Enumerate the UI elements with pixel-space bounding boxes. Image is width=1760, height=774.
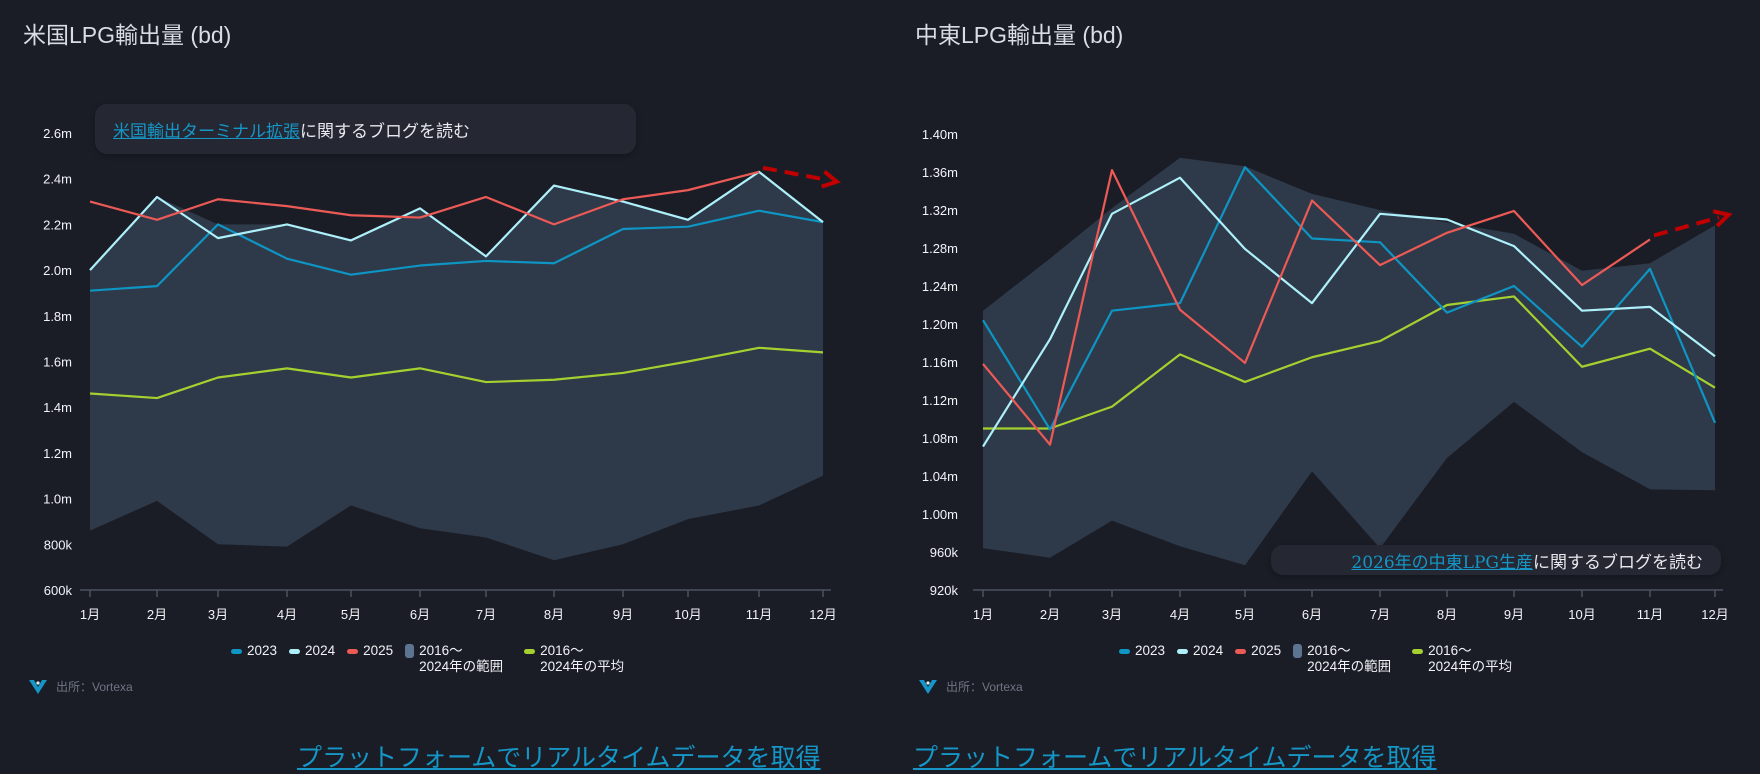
y-tick-label: 1.8m bbox=[43, 309, 72, 324]
blog-callout-text: に関するブログを読む bbox=[1533, 548, 1703, 573]
x-tick-label: 1月 bbox=[80, 607, 100, 622]
legend-swatch bbox=[347, 649, 358, 654]
x-tick-label: 10月 bbox=[674, 607, 701, 622]
legend-item-range[interactable]: 2016～2024年の範囲 bbox=[1293, 643, 1400, 675]
legend-swatch bbox=[231, 649, 242, 654]
x-tick-label: 6月 bbox=[1302, 607, 1322, 622]
vortexa-logo-icon bbox=[28, 679, 48, 695]
legend-swatch bbox=[524, 649, 535, 654]
y-tick-label: 960k bbox=[930, 545, 959, 560]
y-tick-label: 1.2m bbox=[43, 446, 72, 461]
x-tick-label: 6月 bbox=[410, 607, 430, 622]
y-tick-label: 1.40m bbox=[922, 127, 958, 142]
legend-item-2025[interactable]: 2025 bbox=[347, 643, 393, 675]
y-tick-label: 600k bbox=[44, 583, 73, 598]
trend-arrow-line bbox=[763, 168, 827, 180]
y-tick-label: 920k bbox=[930, 583, 959, 598]
blog-link[interactable]: 米国輸出ターミナル拡張 bbox=[113, 117, 300, 142]
y-tick-label: 1.32m bbox=[922, 203, 958, 218]
y-tick-label: 2.4m bbox=[43, 172, 72, 187]
x-tick-label: 4月 bbox=[277, 607, 297, 622]
legend-swatch bbox=[1119, 649, 1130, 654]
blog-link[interactable]: 2026年の中東LPG生産 bbox=[1351, 548, 1533, 573]
x-tick-label: 8月 bbox=[1437, 607, 1457, 622]
legend-item-average[interactable]: 2016～2024年の平均 bbox=[1412, 643, 1512, 675]
x-tick-label: 8月 bbox=[544, 607, 564, 622]
source-credit: 出所：Vortexa bbox=[918, 678, 1023, 695]
y-tick-label: 1.6m bbox=[43, 355, 72, 370]
y-tick-label: 1.16m bbox=[922, 355, 958, 370]
realtime-data-link[interactable]: プラットフォームでリアルタイムデータを取得 bbox=[297, 738, 821, 774]
x-tick-label: 12月 bbox=[809, 607, 836, 622]
x-tick-label: 11月 bbox=[746, 607, 773, 622]
legend-swatch bbox=[289, 649, 300, 654]
vortexa-logo-icon bbox=[918, 679, 938, 695]
x-tick-label: 2月 bbox=[147, 607, 167, 622]
x-tick-label: 11月 bbox=[1637, 607, 1664, 622]
x-tick-label: 7月 bbox=[476, 607, 496, 622]
x-tick-label: 1月 bbox=[973, 607, 993, 622]
legend-item-average[interactable]: 2016～2024年の平均 bbox=[524, 643, 624, 675]
legend-item-range[interactable]: 2016～2024年の範囲 bbox=[405, 643, 512, 675]
y-tick-label: 1.12m bbox=[922, 393, 958, 408]
x-tick-label: 3月 bbox=[208, 607, 228, 622]
y-tick-label: 1.4m bbox=[43, 400, 72, 415]
x-tick-label: 3月 bbox=[1102, 607, 1122, 622]
x-tick-label: 4月 bbox=[1170, 607, 1190, 622]
y-tick-label: 2.6m bbox=[43, 126, 72, 141]
legend-swatch bbox=[405, 644, 414, 658]
x-tick-label: 2月 bbox=[1040, 607, 1060, 622]
blog-callout: 2026年の中東LPG生産に関するブログを読む bbox=[1271, 545, 1721, 575]
source-credit: 出所：Vortexa bbox=[28, 678, 133, 695]
y-tick-label: 1.00m bbox=[922, 507, 958, 522]
legend-swatch bbox=[1293, 644, 1302, 658]
y-tick-label: 800k bbox=[44, 537, 73, 552]
x-tick-label: 7月 bbox=[1370, 607, 1390, 622]
x-tick-label: 9月 bbox=[613, 607, 633, 622]
y-tick-label: 1.28m bbox=[922, 241, 958, 256]
x-tick-label: 5月 bbox=[341, 607, 361, 622]
blog-callout-text: に関するブログを読む bbox=[300, 117, 470, 142]
chart-legend: 2023 2024 2025 2016～2024年の範囲 2016～2024年の… bbox=[1119, 643, 1524, 675]
trend-arrow-head-icon bbox=[822, 172, 837, 187]
x-tick-label: 12月 bbox=[1701, 607, 1728, 622]
range-band-area bbox=[90, 172, 823, 560]
legend-item-2024[interactable]: 2024 bbox=[1177, 643, 1223, 675]
legend-item-2023[interactable]: 2023 bbox=[231, 643, 277, 675]
legend-item-2023[interactable]: 2023 bbox=[1119, 643, 1165, 675]
trend-arrow-head-icon bbox=[1713, 211, 1729, 226]
y-tick-label: 1.24m bbox=[922, 279, 958, 294]
y-tick-label: 1.0m bbox=[43, 492, 72, 507]
x-tick-label: 9月 bbox=[1504, 607, 1524, 622]
x-tick-label: 10月 bbox=[1568, 607, 1595, 622]
blog-callout: 米国輸出ターミナル拡張に関するブログを読む bbox=[95, 104, 636, 154]
y-tick-label: 2.0m bbox=[43, 263, 72, 278]
y-tick-label: 1.08m bbox=[922, 431, 958, 446]
x-tick-label: 5月 bbox=[1235, 607, 1255, 622]
legend-swatch bbox=[1177, 649, 1188, 654]
y-tick-label: 1.20m bbox=[922, 317, 958, 332]
realtime-data-link[interactable]: プラットフォームでリアルタイムデータを取得 bbox=[913, 738, 1437, 774]
chart-legend: 2023 2024 2025 2016～2024年の範囲 2016～2024年の… bbox=[231, 643, 636, 675]
legend-swatch bbox=[1412, 649, 1423, 654]
y-tick-label: 1.04m bbox=[922, 469, 958, 484]
legend-item-2025[interactable]: 2025 bbox=[1235, 643, 1281, 675]
legend-swatch bbox=[1235, 649, 1246, 654]
legend-item-2024[interactable]: 2024 bbox=[289, 643, 335, 675]
y-tick-label: 1.36m bbox=[922, 165, 958, 180]
y-tick-label: 2.2m bbox=[43, 217, 72, 232]
